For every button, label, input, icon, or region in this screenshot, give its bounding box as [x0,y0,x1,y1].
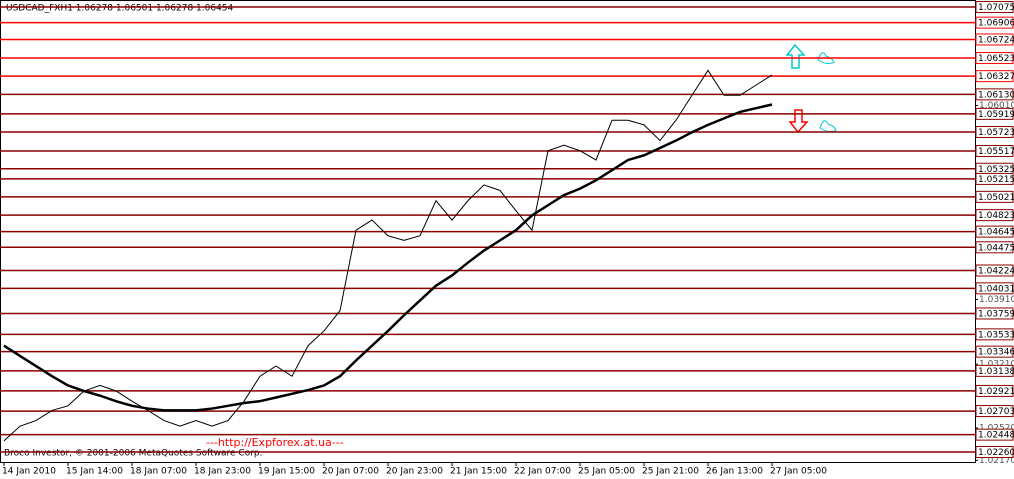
x-tick-label: 20 Jan 23:00 [386,467,443,477]
y-tick-label: 1.02170 [979,456,1014,466]
level-label-box [975,209,1014,222]
x-tick-label: 27 Jan 05:00 [770,467,827,477]
x-tick-label: 14 Jan 2010 [2,467,56,477]
chart-title: USDCAD_FXH1 1.06278 1.06501 1.06278 1.06… [6,4,234,14]
x-tick-label: 20 Jan 07:00 [322,467,379,477]
x-tick-label: 18 Jan 23:00 [194,467,251,477]
y-tick-label: 1.06010 [979,101,1014,111]
level-label-box [975,282,1014,295]
y-tick-label: 1.03910 [979,295,1014,305]
level-label-box [975,405,1014,418]
level-label-box [975,33,1014,46]
level-label-box [975,225,1014,238]
level-label-box [975,52,1014,65]
price-line [3,103,773,412]
level-label-box [975,345,1014,358]
level-label: 1.05517 [978,147,1014,157]
level-label: 1.02703 [978,407,1014,417]
level-label-box [975,172,1014,185]
x-tick-label: 25 Jan 05:00 [578,467,635,477]
level-label: 1.06327 [978,72,1014,82]
level-label: 1.03346 [978,348,1014,358]
level-label: 1.05919 [978,110,1014,120]
sell-arrow [788,109,809,134]
level-label: 1.02260 [978,448,1014,458]
level-label-box [975,107,1014,120]
level-label-box [975,328,1014,341]
level-label: 1.05325 [978,165,1014,175]
level-label: 1.04031 [978,284,1014,294]
level-label-box [975,241,1014,254]
x-tick-label: 19 Jan 15:00 [258,467,315,477]
level-label: 1.03533 [978,330,1014,340]
x-tick-label: 22 Jan 07:00 [514,467,571,477]
buy-arrow [785,43,806,69]
level-label: 1.04823 [978,211,1014,221]
y-tick-label: 1.03210 [979,360,1014,370]
level-label: 1.05723 [978,128,1014,138]
footer: Broco Investor, © 2001-2006 MetaQuotes S… [4,449,263,459]
level-label-box [975,307,1014,320]
level-label-box [975,145,1014,158]
price-line [3,69,773,442]
level-label: 1.04645 [978,228,1014,238]
x-tick-label: 25 Jan 21:00 [642,467,699,477]
level-label: 1.06523 [978,54,1014,64]
level-label-box [975,364,1014,377]
level-label-box [975,428,1014,441]
level-label: 1.06130 [978,90,1014,100]
level-label-box [975,70,1014,83]
level-label: 1.07075 [978,3,1014,13]
level-label: 1.06724 [978,35,1014,45]
level-label: 1.04475 [978,243,1014,253]
level-label: 1.02448 [978,431,1014,441]
x-tick-label: 21 Jan 15:00 [450,467,507,477]
x-tick-label: 15 Jan 14:00 [66,467,123,477]
level-label-box [975,446,1014,459]
level-label: 1.04224 [978,266,1014,276]
level-label: 1.05021 [978,193,1014,203]
level-label-box [975,264,1014,277]
level-label-box [975,88,1014,101]
level-label-box [975,384,1014,397]
annotation: ---http://Expforex.at.ua--- [206,436,344,449]
x-tick-label: 18 Jan 07:00 [130,467,187,477]
x-tick-label: 26 Jan 13:00 [706,467,763,477]
level-label: 1.03759 [978,309,1014,319]
level-label: 1.06906 [978,19,1014,29]
level-label-box [975,190,1014,203]
level-label-box [975,125,1014,138]
level-label-box [975,1,1014,14]
level-label: 1.05215 [978,175,1014,185]
level-label: 1.03138 [978,367,1014,377]
level-label-box [975,16,1014,29]
y-tick-label: 1.02520 [979,423,1014,433]
level-label: 1.02921 [978,387,1014,397]
